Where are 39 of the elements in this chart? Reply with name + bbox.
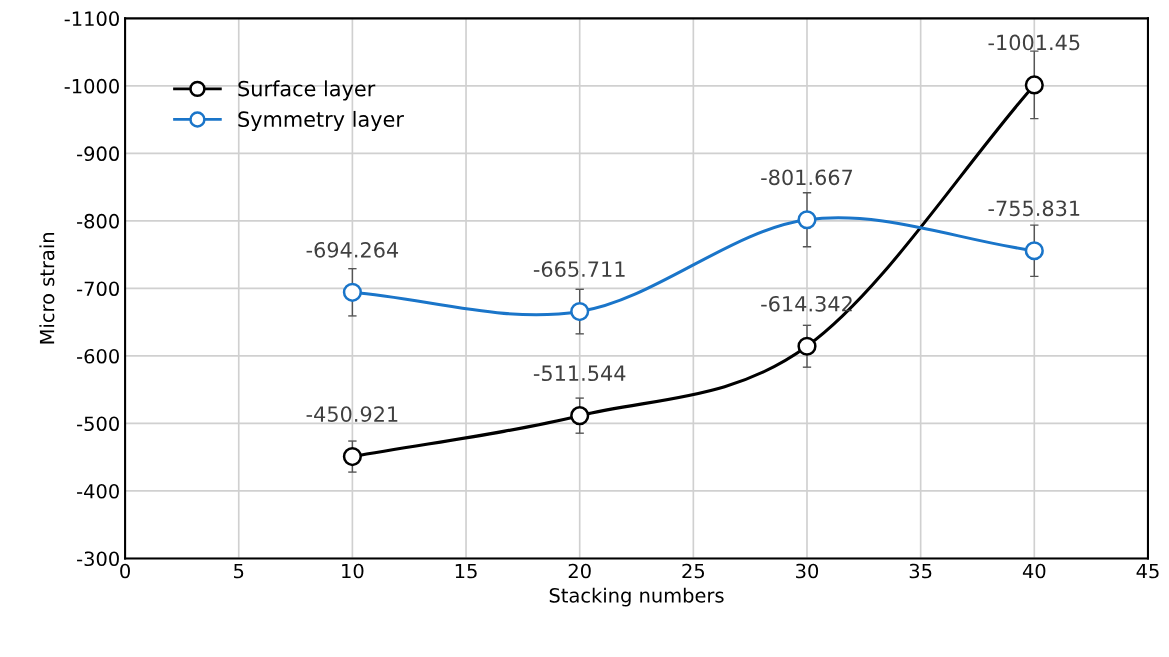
x-tick-label: 20 xyxy=(568,563,591,579)
x-tick-label: 0 xyxy=(120,563,130,579)
x-tick-label: 10 xyxy=(342,563,364,579)
data-label: -1001.45 xyxy=(988,34,1080,51)
y-tick-label: -400 xyxy=(77,483,119,499)
point xyxy=(570,301,590,322)
x-tick-label: 45 xyxy=(1136,563,1159,579)
data-label: -755.831 xyxy=(988,200,1080,217)
point xyxy=(1024,241,1044,261)
point xyxy=(342,282,362,302)
point xyxy=(342,446,362,467)
x-tick-label: 30 xyxy=(796,563,819,579)
point xyxy=(1024,75,1044,95)
x-tick-label: 35 xyxy=(909,563,932,579)
data-label: -801.667 xyxy=(761,169,853,186)
x-tick-label: 5 xyxy=(234,563,244,579)
data-label: -511.544 xyxy=(533,365,626,382)
x-tick-label: 40 xyxy=(1022,563,1046,579)
x-axis-title: Stacking numbers xyxy=(549,587,724,607)
y-tick-label: -1000 xyxy=(64,78,119,94)
point xyxy=(570,406,590,426)
point xyxy=(797,336,817,356)
data-label: -694.264 xyxy=(306,241,399,258)
y-tick-label: -800 xyxy=(77,213,119,229)
y-tick-label: -600 xyxy=(77,348,119,364)
data-label: -450.921 xyxy=(306,406,398,422)
y-tick-label: -500 xyxy=(77,416,119,432)
legend-label: Surface layer xyxy=(238,80,376,101)
y-axis-title: Micro strain xyxy=(39,233,55,344)
legend-label: Symmetry layer xyxy=(238,110,404,132)
data-label: -614.342 xyxy=(761,295,852,312)
y-tick-label: -1100 xyxy=(64,11,119,27)
point xyxy=(797,210,817,230)
y-tick-label: -700 xyxy=(77,281,119,297)
data-label: -665.711 xyxy=(533,261,625,277)
x-tick-label: 25 xyxy=(682,563,705,579)
y-tick-label: -900 xyxy=(77,146,119,162)
y-tick-label: -300 xyxy=(77,551,119,567)
x-tick-label: 15 xyxy=(455,563,477,579)
